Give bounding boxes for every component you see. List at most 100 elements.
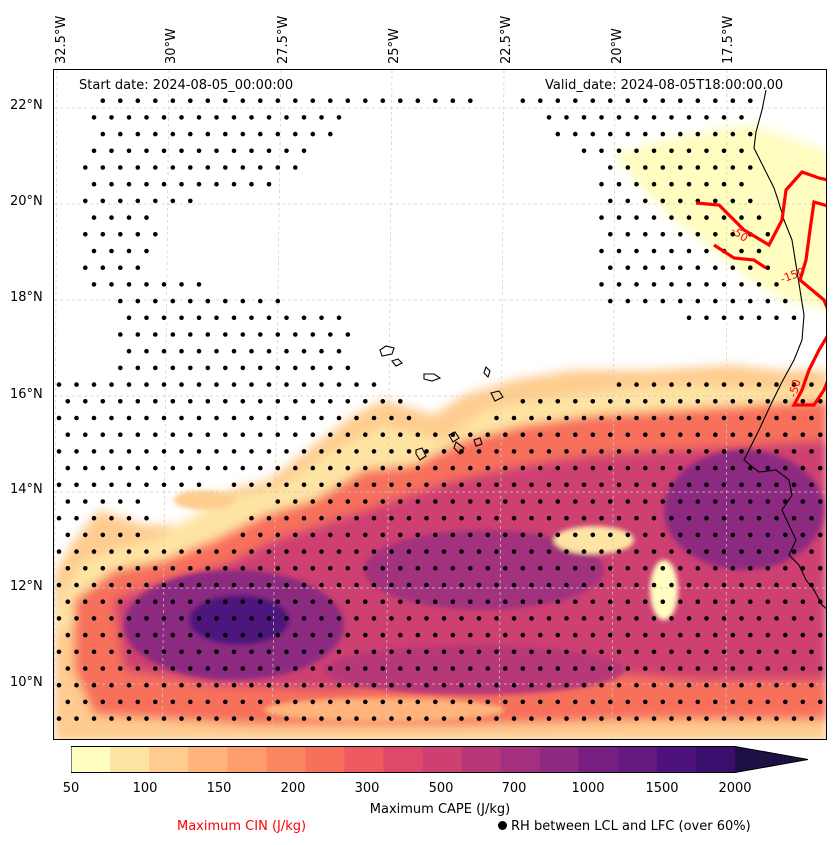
rh-dot bbox=[704, 415, 709, 421]
rh-dot bbox=[476, 482, 482, 488]
rh-dot bbox=[599, 215, 604, 220]
rh-dot bbox=[266, 148, 272, 154]
rh-dot bbox=[205, 632, 211, 638]
rh-dot bbox=[695, 131, 701, 137]
rh-dot bbox=[599, 482, 604, 488]
rh-dot bbox=[748, 298, 753, 304]
rh-dot bbox=[179, 616, 184, 621]
rh-dot bbox=[266, 515, 272, 521]
colorbar-tick-100: 100 bbox=[132, 781, 158, 796]
rh-dot bbox=[494, 449, 499, 454]
rh-dot bbox=[275, 632, 281, 638]
cin-contour-north bbox=[695, 170, 826, 310]
rh-dot bbox=[266, 682, 272, 688]
rh-dot bbox=[275, 399, 281, 404]
rh-dot bbox=[415, 699, 421, 705]
rh-dot bbox=[406, 515, 412, 521]
rh-dot bbox=[91, 582, 97, 588]
rh-dot bbox=[625, 198, 631, 204]
rh-dot bbox=[704, 181, 709, 187]
rh-dot bbox=[109, 148, 114, 154]
rh-legend-label: RH between LCL and LFC (over 60%) bbox=[511, 819, 751, 834]
rh-dot bbox=[118, 465, 123, 471]
rh-dot bbox=[223, 465, 228, 471]
rh-dot bbox=[328, 566, 333, 571]
rh-dot bbox=[380, 432, 386, 438]
rh-dot bbox=[293, 332, 298, 337]
rh-dot bbox=[223, 566, 228, 571]
rh-dot bbox=[293, 532, 298, 538]
rh-dot bbox=[538, 599, 543, 604]
colorbar-tick-150: 150 bbox=[206, 781, 232, 796]
rh-dot bbox=[83, 632, 88, 638]
latitude-label-14n: 14°N bbox=[10, 482, 43, 497]
rh-dot bbox=[599, 415, 604, 421]
rh-dot bbox=[739, 616, 744, 621]
rh-dot bbox=[494, 716, 499, 721]
rh-dot bbox=[371, 582, 377, 588]
cin-contour-south bbox=[791, 335, 826, 407]
rh-dot bbox=[783, 699, 788, 705]
rh-dot bbox=[170, 98, 176, 103]
rh-dot bbox=[713, 465, 718, 471]
rh-dot bbox=[144, 382, 149, 387]
rh-dot bbox=[336, 315, 342, 321]
rh-dot bbox=[415, 632, 421, 638]
rh-dot bbox=[170, 666, 176, 671]
rh-dot bbox=[74, 616, 79, 621]
rh-dot bbox=[415, 666, 421, 671]
rh-dot bbox=[249, 348, 254, 354]
rh-dot bbox=[809, 549, 814, 554]
rh-dot bbox=[328, 465, 333, 471]
rh-dot bbox=[704, 582, 709, 588]
rh-dot bbox=[336, 649, 342, 655]
rh-dot bbox=[599, 616, 604, 621]
rh-dot bbox=[660, 165, 666, 170]
rh-dot bbox=[695, 499, 701, 504]
rh-dot bbox=[144, 716, 149, 721]
colorbar-swatch bbox=[305, 746, 345, 773]
rh-dot bbox=[144, 148, 149, 154]
rh-dot bbox=[476, 449, 482, 454]
rh-dot bbox=[100, 566, 106, 571]
rh-dot bbox=[301, 582, 307, 588]
rh-dot bbox=[468, 599, 473, 604]
rh-dot bbox=[739, 415, 744, 421]
rh-dot bbox=[188, 432, 193, 438]
rh-dot bbox=[196, 482, 202, 488]
rh-dot bbox=[293, 165, 298, 170]
rh-dot bbox=[721, 115, 727, 120]
rh-dot bbox=[494, 649, 499, 655]
rh-dot bbox=[599, 115, 604, 120]
rh-dot bbox=[65, 499, 71, 504]
rh-dot bbox=[389, 449, 394, 454]
rh-dot bbox=[406, 616, 412, 621]
rh-dot bbox=[564, 582, 569, 588]
rh-dot bbox=[240, 566, 246, 571]
rh-dot bbox=[695, 465, 701, 471]
colorbar-swatch bbox=[422, 746, 463, 773]
rh-dot bbox=[800, 599, 806, 604]
rh-dot bbox=[336, 716, 342, 721]
rh-dot bbox=[511, 682, 517, 688]
rh-dot bbox=[660, 632, 666, 638]
rh-dot bbox=[669, 215, 674, 220]
rh-dot bbox=[345, 599, 351, 604]
rh-dot bbox=[503, 432, 508, 438]
cape-core-central bbox=[364, 530, 604, 610]
rh-dot bbox=[424, 549, 429, 554]
rh-dot bbox=[608, 399, 613, 404]
rh-dot bbox=[363, 599, 368, 604]
rh-dot bbox=[634, 115, 639, 120]
rh-dot bbox=[126, 582, 132, 588]
rh-dot bbox=[83, 165, 88, 170]
rh-dot bbox=[608, 532, 613, 538]
rh-dot bbox=[441, 682, 447, 688]
rh-dot bbox=[135, 499, 141, 504]
rh-dot bbox=[783, 632, 788, 638]
rh-stipple bbox=[56, 98, 823, 721]
rh-dot bbox=[380, 98, 386, 103]
rh-dot bbox=[144, 515, 149, 521]
rh-dot bbox=[590, 599, 596, 604]
rh-dot bbox=[118, 432, 123, 438]
